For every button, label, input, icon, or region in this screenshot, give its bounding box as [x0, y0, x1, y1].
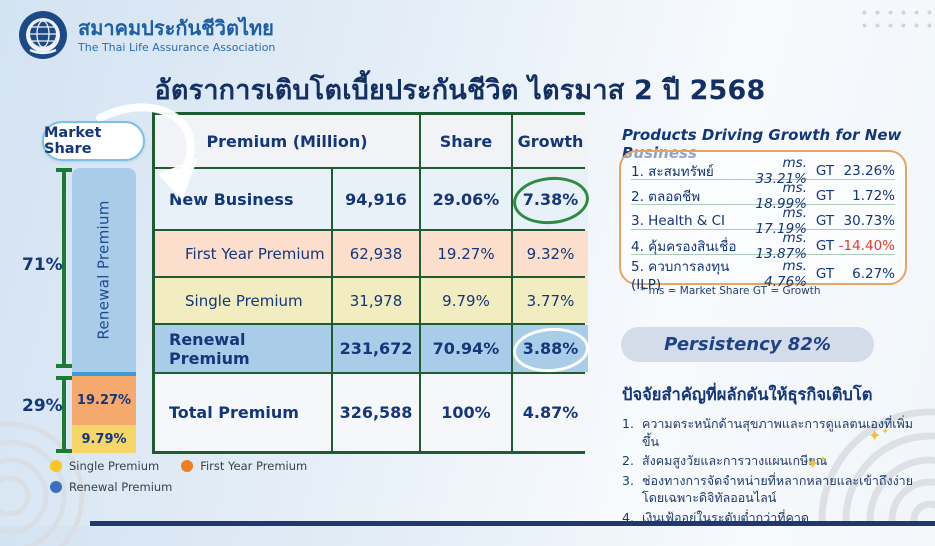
product-row-ilp: 5. ควบการลงทุน (ILP) ms. 4.76% GT 6.27%	[631, 255, 895, 293]
org-name-english: The Thai Life Assurance Association	[78, 40, 276, 54]
bottom-navy-strip	[90, 521, 935, 526]
product-growth: 1.72%	[852, 188, 895, 204]
persistency-badge: Persistency 82%	[621, 327, 874, 362]
factor-item: 2. สังคมสูงวัยและการวางแผนเกษียณ	[622, 452, 914, 470]
product-row-health-ci: 3. Health & CI ms. 17.19% GT 30.73%	[631, 205, 895, 237]
renewal-share-percent: 71%	[22, 255, 63, 275]
product-row-credit-life: 4. คุ้มครองสินเชื่อ ms. 13.87% GT -14.40…	[631, 230, 895, 262]
factor-text: ช่องทางการจัดจำหน่ายที่หลากหลายและเข้าถึ…	[642, 472, 914, 506]
product-growth: 23.26%	[843, 163, 895, 179]
bar-segment-single: 9.79%	[72, 425, 136, 453]
bar-divider	[72, 372, 136, 376]
product-growth: 6.27%	[852, 266, 895, 282]
header-brand: สมาคมประกันชีวิตไทย The Thai Life Assura…	[18, 10, 275, 60]
total-share: 100%	[421, 374, 511, 451]
factor-item: 4. เงินเฟ้ออยู่ในระดับต่ำกว่าที่คาด	[622, 509, 914, 527]
association-logo-icon	[19, 11, 67, 59]
legend-label-single: Single Premium	[69, 459, 160, 473]
first-year-premium-dot-icon	[181, 460, 194, 472]
renewal-value: 231,672	[333, 325, 419, 372]
bar-renewal-label: Renewal Premium	[95, 200, 114, 340]
growth-factors-section: ปัจจัยสำคัญที่ผลักดันให้ธุรกิจเติบโต 1. …	[622, 382, 914, 528]
factor-number: 2.	[622, 453, 634, 468]
product-market-share: ms. 33.21%	[755, 155, 807, 187]
growth-label: GT	[815, 238, 835, 254]
product-market-share: ms. 17.19%	[755, 205, 807, 237]
single-value: 31,978	[333, 278, 419, 323]
products-box: 1. สะสมทรัพย์ ms. 33.21% GT 23.26% 2. ตล…	[619, 150, 907, 293]
growth-label: GT	[815, 213, 835, 229]
sparkle-icon: ✦✦	[868, 426, 889, 445]
premium-table: Premium (Million) Share Growth New Busin…	[152, 112, 591, 454]
product-market-share: ms. 4.76%	[764, 258, 807, 290]
growth-label: GT	[815, 266, 835, 282]
new-business-growth: 7.38%	[513, 169, 588, 229]
growth-label: GT	[815, 188, 835, 204]
persistency-label: Persistency 82%	[664, 334, 831, 355]
chart-legend: Single Premium First Year Premium Renewa…	[50, 459, 310, 501]
page-title: อัตราการเติบโตเบี้ยประกันชีวิต ไตรมาส 2 …	[154, 75, 766, 106]
product-name: 3. Health & CI	[631, 213, 726, 229]
row-label-single: Single Premium	[155, 278, 331, 323]
bar-first-year-value: 19.27%	[76, 393, 132, 408]
legend-item-first-year: First Year Premium	[181, 459, 307, 473]
legend-label-renewal: Renewal Premium	[69, 480, 173, 494]
bracket-renewal	[56, 168, 72, 368]
renewal-share: 70.94%	[421, 325, 511, 372]
growth-factors-title: ปัจจัยสำคัญที่ผลักดันให้ธุรกิจเติบโต	[622, 385, 873, 404]
curved-arrow-icon	[96, 103, 198, 200]
factor-number: 3.	[622, 472, 634, 488]
new-business-value: 94,916	[333, 169, 419, 229]
bracket-new-business	[56, 376, 72, 453]
product-row-whole-life: 2. ตลอดชีพ ms. 18.99% GT 1.72%	[631, 180, 895, 212]
first-year-share: 19.27%	[421, 231, 511, 276]
bar-segment-first-year: 19.27%	[72, 376, 136, 425]
org-name-thai: สมาคมประกันชีวิตไทย	[78, 15, 274, 40]
legend-item-single: Single Premium	[50, 459, 159, 473]
product-market-share: ms. 13.87%	[755, 230, 807, 262]
col-header-premium: Premium (Million)	[155, 115, 419, 167]
first-year-value: 62,938	[333, 231, 419, 276]
single-share: 9.79%	[421, 278, 511, 323]
bar-segment-renewal: Renewal Premium	[72, 168, 136, 372]
product-name: 4. คุ้มครองสินเชื่อ	[631, 239, 737, 255]
factor-number: 4.	[622, 509, 634, 525]
renewal-growth: 3.88%	[513, 325, 588, 372]
first-year-growth: 9.32%	[513, 231, 588, 276]
product-row-savings: 1. สะสมทรัพย์ ms. 33.21% GT 23.26%	[631, 155, 895, 187]
legend-label-first-year: First Year Premium	[200, 459, 308, 473]
legend-item-renewal: Renewal Premium	[50, 480, 172, 494]
total-growth: 4.87%	[513, 374, 588, 451]
dot-grid-decoration	[858, 6, 935, 36]
market-share-pill: Market Share	[42, 121, 145, 161]
product-name: 1. สะสมทรัพย์	[631, 164, 714, 180]
factor-text: เงินเฟ้ออยู่ในระดับต่ำกว่าที่คาด	[642, 509, 809, 525]
factor-text: สังคมสูงวัยและการวางแผนเกษียณ	[642, 453, 828, 468]
col-header-growth: Growth	[513, 115, 588, 167]
growth-label: GT	[815, 163, 835, 179]
market-share-pill-label: Market Share	[44, 125, 102, 157]
renewal-premium-dot-icon	[50, 481, 62, 493]
factor-item: 3. ช่องทางการจัดจำหน่ายที่หลากหลายและเข้…	[622, 472, 914, 507]
single-growth: 3.77%	[513, 278, 588, 323]
product-market-share: ms. 18.99%	[755, 180, 807, 212]
row-label-first-year: First Year Premium	[155, 231, 331, 276]
product-name: 5. ควบการลงทุน (ILP)	[631, 259, 730, 293]
row-label-renewal: Renewal Premium	[155, 325, 331, 372]
product-growth: 30.73%	[843, 213, 895, 229]
row-label-total: Total Premium	[155, 374, 331, 451]
new-business-share: 29.06%	[421, 169, 511, 229]
factor-number: 1.	[622, 416, 634, 431]
new-business-share-percent: 29%	[22, 396, 63, 416]
product-name: 2. ตลอดชีพ	[631, 189, 701, 205]
sparkle-icon: ✦✦	[806, 454, 827, 473]
col-header-share: Share	[421, 115, 511, 167]
factor-text: ความตระหนักด้านสุขภาพและการดูแลตนเองที่เ…	[642, 416, 913, 449]
product-growth-negative: -14.40%	[838, 238, 895, 254]
single-premium-dot-icon	[50, 460, 62, 472]
bar-single-value: 9.79%	[81, 431, 127, 447]
factor-item: 1. ความตระหนักด้านสุขภาพและการดูแลตนเองท…	[622, 415, 914, 450]
products-footnote: * ms = Market Share GT = Growth	[640, 285, 821, 297]
total-value: 326,588	[333, 374, 419, 451]
